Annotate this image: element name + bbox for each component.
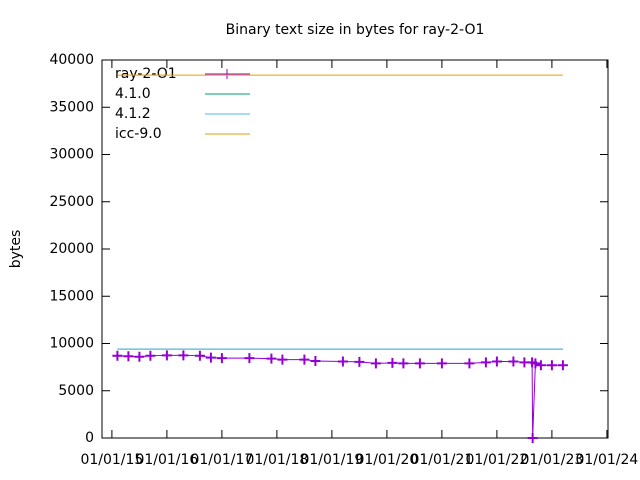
x-tick-label: 01/01/22 <box>465 452 528 468</box>
x-tick-label: 01/01/15 <box>80 452 143 468</box>
y-tick-label: 20000 <box>49 241 94 257</box>
point <box>194 350 205 361</box>
point <box>205 352 216 363</box>
y-tick-label: 15000 <box>49 288 94 304</box>
point <box>277 354 288 365</box>
y-tick-label: 10000 <box>49 336 94 352</box>
y-tick-label: 30000 <box>49 147 94 163</box>
point <box>112 350 123 361</box>
point <box>398 358 409 369</box>
point <box>354 356 365 367</box>
y-tick-label: 40000 <box>49 52 94 68</box>
legend-label: icc-9.0 <box>115 126 162 142</box>
point <box>557 360 568 371</box>
legend-label: ray-2-O1 <box>115 66 177 82</box>
point <box>123 351 134 362</box>
point <box>216 353 227 364</box>
point <box>134 351 145 362</box>
point <box>370 358 381 369</box>
point <box>145 350 156 361</box>
point <box>178 350 189 361</box>
point <box>310 355 321 366</box>
point <box>527 433 538 443</box>
legend-label: 4.1.0 <box>115 86 151 102</box>
point <box>337 356 348 367</box>
x-tick-label: 01/01/17 <box>190 452 253 468</box>
x-tick-label: 01/01/24 <box>575 452 638 468</box>
point <box>530 358 541 369</box>
x-tick-label: 01/01/21 <box>410 452 473 468</box>
point <box>299 354 310 365</box>
y-tick-label: 5000 <box>58 383 94 399</box>
point <box>436 358 447 369</box>
point <box>414 358 425 369</box>
point <box>535 360 546 371</box>
y-tick-label: 25000 <box>49 194 94 210</box>
y-tick-label: 35000 <box>49 99 94 115</box>
point <box>387 357 398 368</box>
legend-point <box>222 69 232 79</box>
x-tick-label: 01/01/16 <box>135 452 198 468</box>
x-tick-label: 01/01/23 <box>520 452 583 468</box>
point <box>546 360 557 371</box>
x-tick-label: 01/01/20 <box>355 452 418 468</box>
point <box>244 353 255 364</box>
point <box>480 357 491 368</box>
x-tick-label: 01/01/18 <box>245 452 308 468</box>
chart-title: Binary text size in bytes for ray-2-O1 <box>226 22 485 38</box>
point <box>508 356 519 367</box>
point <box>491 356 502 367</box>
y-tick-label: 0 <box>85 430 94 446</box>
series-line <box>117 354 563 439</box>
point <box>161 350 172 361</box>
point <box>266 353 277 364</box>
legend-label: 4.1.2 <box>115 106 151 122</box>
point <box>464 358 475 369</box>
x-tick-label: 01/01/19 <box>300 452 363 468</box>
y-axis-label: bytes <box>8 230 24 269</box>
